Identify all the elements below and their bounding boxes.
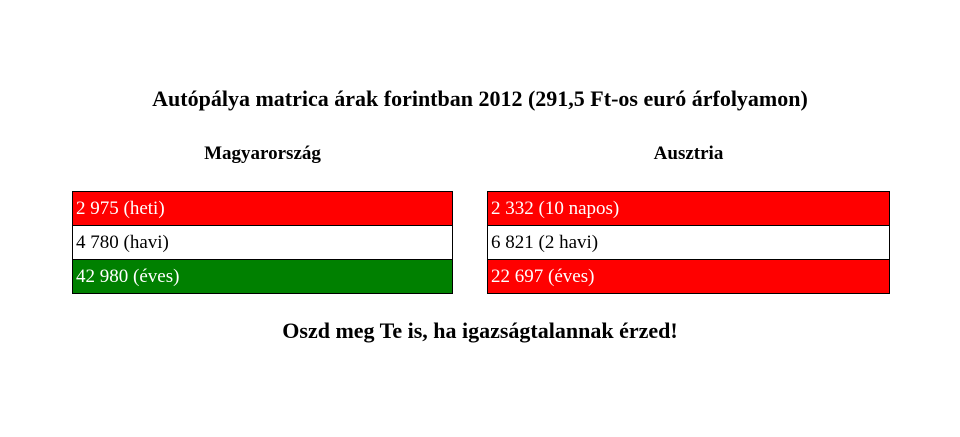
- price-table: 2 332 (10 napos) 6 821 (2 havi) 22 697 (év…: [487, 191, 890, 294]
- price-row: 2 332 (10 napos): [488, 192, 889, 226]
- price-row: 42 980 (éves): [73, 260, 452, 293]
- column-heading: Magyarország: [204, 143, 321, 164]
- price-row: 22 697 (éves): [488, 260, 889, 293]
- price-row: 6 821 (2 havi): [488, 226, 889, 260]
- footer: Oszd meg Te is, ha igazságtalannak érzed…: [282, 318, 678, 343]
- column-heading: Ausztria: [653, 143, 724, 164]
- price-row: 2 975 (heti): [73, 192, 452, 226]
- title: Autópálya matrica árak forintban 2012 (2…: [152, 86, 808, 111]
- price-table: 2 975 (heti) 4 780 (havi) 42 980 (éves): [72, 191, 453, 294]
- price-row: 4 780 (havi): [73, 226, 452, 260]
